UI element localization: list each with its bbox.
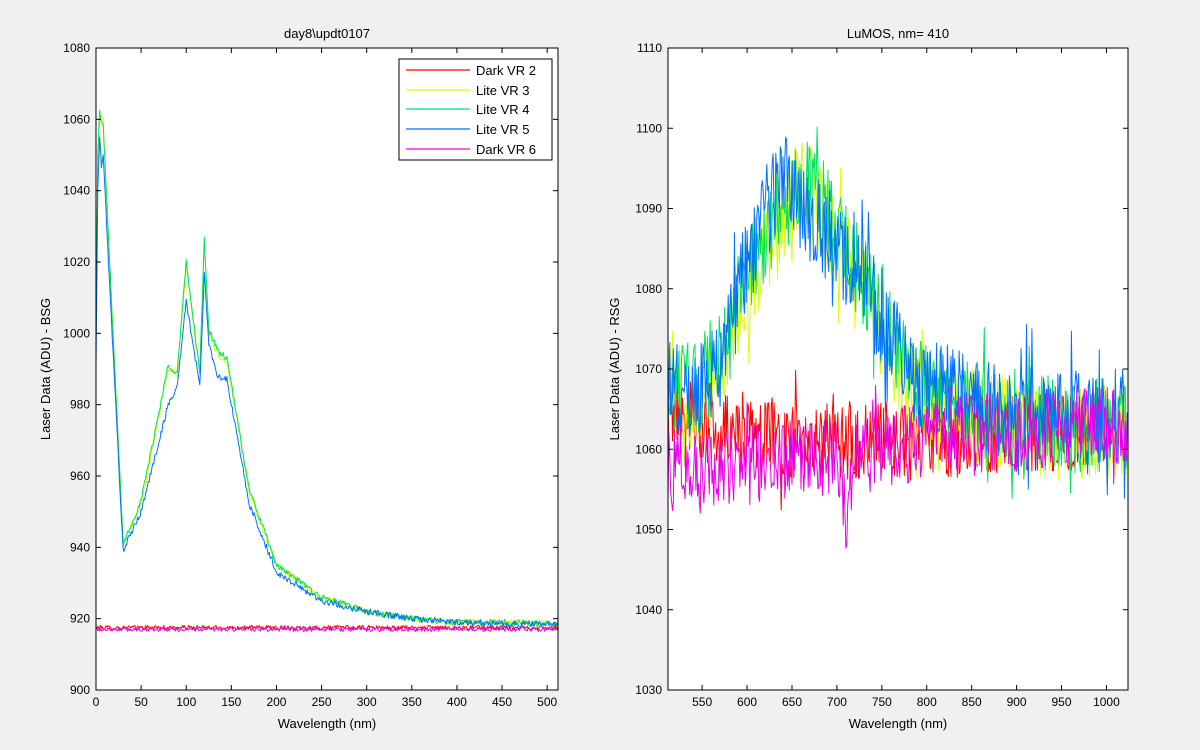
legend-label-lite-vr-3: Lite VR 3 xyxy=(476,83,529,98)
legend-entry-lite-vr-4: Lite VR 4 xyxy=(406,102,529,117)
right-x-tick-label: 550 xyxy=(692,695,712,709)
left-series-group xyxy=(95,109,559,632)
left-series-line-dark-vr-6 xyxy=(95,626,559,632)
legend-label-dark-vr-2: Dark VR 2 xyxy=(476,63,536,78)
right-chart-title: LuMOS, nm= 410 xyxy=(847,26,949,41)
legend-label-lite-vr-4: Lite VR 4 xyxy=(476,102,529,117)
left-x-tick-label: 500 xyxy=(537,695,557,709)
right-y-tick-label: 1050 xyxy=(635,523,662,537)
left-axes: 0 50 100 150 200 250 300 350 400 450 500 900 920 940 9… xyxy=(38,26,559,731)
right-x-tick-label: 850 xyxy=(962,695,982,709)
right-x-tick-label: 650 xyxy=(782,695,802,709)
left-x-tick-label: 350 xyxy=(402,695,422,709)
right-y-axis-label: Laser Data (ADU) - RSG xyxy=(607,297,622,440)
left-axes-frame xyxy=(95,47,559,691)
left-x-axis-label: Wavelength (nm) xyxy=(278,716,377,731)
right-y-tick-label: 1100 xyxy=(636,121,662,135)
legend-entry-lite-vr-5: Lite VR 5 xyxy=(406,122,529,137)
left-y-tick-label: 1060 xyxy=(63,112,90,126)
right-x-axis-label: Wavelength (nm) xyxy=(849,716,948,731)
left-y-tick-label: 960 xyxy=(70,469,90,483)
right-y-tick-label: 1080 xyxy=(635,282,662,296)
left-y-tick-label: 920 xyxy=(70,612,90,626)
left-x-tick-label: 50 xyxy=(134,695,148,709)
right-y-tick-label: 1110 xyxy=(637,41,662,55)
legend-entry-lite-vr-3: Lite VR 3 xyxy=(406,83,529,98)
left-y-tick-label: 1020 xyxy=(63,255,90,269)
left-x-tick-label: 150 xyxy=(221,695,241,709)
right-y-tick-label: 1060 xyxy=(635,442,662,456)
right-axes: 550 600 650 700 750 800 850 900 950 1000 1030 1040 1… xyxy=(607,26,1129,731)
legend-entry-dark-vr-2: Dark VR 2 xyxy=(406,63,536,78)
left-x-tick-label: 250 xyxy=(312,695,332,709)
right-x-tick-label: 800 xyxy=(917,695,937,709)
left-y-tick-label: 980 xyxy=(70,398,90,412)
legend-label-dark-vr-6: Dark VR 6 xyxy=(476,142,536,157)
right-x-tick-label: 750 xyxy=(872,695,892,709)
left-ticks-group: 0 50 100 150 200 250 300 350 400 450 500 900 920 940 9… xyxy=(63,41,558,709)
left-y-tick-label: 900 xyxy=(70,683,90,697)
right-x-tick-label: 950 xyxy=(1052,695,1072,709)
right-x-tick-label: 900 xyxy=(1007,695,1027,709)
legend-entry-dark-vr-6: Dark VR 6 xyxy=(406,142,536,157)
left-y-tick-label: 1000 xyxy=(63,326,90,340)
right-series-group xyxy=(667,126,1129,549)
left-x-tick-label: 450 xyxy=(492,695,512,709)
right-y-tick-label: 1040 xyxy=(635,603,662,617)
left-y-tick-label: 940 xyxy=(70,540,90,554)
legend: Dark VR 2 Lite VR 3 Lite VR 4 Lite VR 5 … xyxy=(398,58,553,161)
left-x-tick-label: 200 xyxy=(266,695,286,709)
left-y-tick-label: 1080 xyxy=(63,41,90,55)
left-y-tick-label: 1040 xyxy=(63,184,90,198)
right-x-tick-label: 1000 xyxy=(1093,695,1120,709)
left-chart-title: day8\updt0107 xyxy=(284,26,370,41)
right-x-tick-label: 700 xyxy=(827,695,847,709)
right-y-tick-label: 1090 xyxy=(635,202,662,216)
left-x-tick-label: 100 xyxy=(176,695,196,709)
right-y-tick-label: 1030 xyxy=(635,683,662,697)
right-series-line-dark-vr-6 xyxy=(667,385,1129,549)
left-x-tick-label: 400 xyxy=(447,695,467,709)
right-y-tick-label: 1070 xyxy=(635,362,662,376)
left-x-tick-label: 0 xyxy=(93,695,100,709)
left-series-line-lite-vr-5 xyxy=(95,136,559,628)
left-y-axis-label: Laser Data (ADU) - BSG xyxy=(38,298,53,440)
right-x-tick-label: 600 xyxy=(737,695,757,709)
right-ticks-group: 550 600 650 700 750 800 850 900 950 1000 1030 1040 1… xyxy=(635,41,1128,709)
legend-label-lite-vr-5: Lite VR 5 xyxy=(476,122,529,137)
left-series-line-lite-vr-4 xyxy=(95,109,559,628)
left-x-tick-label: 300 xyxy=(357,695,377,709)
